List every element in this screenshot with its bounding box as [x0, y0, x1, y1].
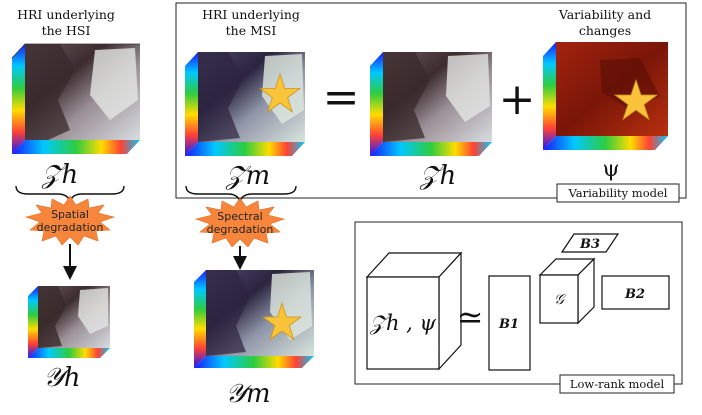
spectral-degradation-burst: Spectral degradation [194, 197, 286, 248]
core-label: 𝒢 [554, 292, 566, 308]
spectral-degradation-line1: Spectral [217, 210, 262, 223]
caption-variability-line1: Variability and [558, 7, 651, 22]
b2-matrix [601, 275, 670, 310]
z-m-symbol: 𝒵m [225, 161, 270, 191]
b1-matrix [488, 275, 531, 371]
variability-cube [543, 42, 668, 150]
caption-variability-line2: changes [579, 23, 631, 38]
equals-sign: = [323, 72, 360, 123]
z-h-cube-middle [370, 52, 492, 156]
tensor-label: 𝒵h , ψ [369, 311, 437, 335]
caption-hsi-line2: the HSI [42, 23, 91, 38]
b3-matrix [560, 233, 620, 253]
y-m-cube [194, 270, 314, 368]
b1-label: B1 [498, 317, 519, 332]
tensor-cube [365, 251, 463, 371]
y-h-symbol: 𝒴h [43, 363, 80, 393]
low-rank-model-frame [354, 221, 683, 385]
y-m-star-icon [261, 301, 303, 341]
b2-label: B2 [624, 287, 645, 302]
y-h-cube [28, 286, 110, 358]
caption-msi-line2: the MSI [226, 23, 277, 38]
spatial-degradation-burst: Spatial degradation [24, 195, 116, 246]
core-tensor [538, 257, 596, 325]
arrow-spectral-head [233, 256, 247, 270]
plus-sign: + [499, 74, 536, 125]
variability-star-icon [613, 78, 659, 121]
spectral-degradation-line2: degradation [207, 223, 274, 236]
spatial-degradation-line2: degradation [37, 221, 104, 234]
z-h-left-symbol: 𝒵h [41, 160, 79, 190]
msi-star-icon [258, 72, 302, 114]
arrow-spatial-head [63, 266, 77, 280]
msi-cube [185, 52, 305, 156]
hsi-cube [11, 43, 140, 154]
spatial-degradation-line1: Spatial [51, 208, 89, 221]
caption-msi-line1: HRI underlying [202, 7, 300, 22]
y-m-symbol: 𝒴m [225, 379, 270, 409]
b3-label: B3 [579, 237, 600, 252]
approx-sign: ≃ [457, 298, 484, 336]
variability-model-frame [175, 2, 687, 199]
low-rank-model-label-box [559, 374, 675, 394]
variability-model-label-box [556, 183, 680, 203]
z-h-middle-symbol: 𝒵h [419, 161, 457, 191]
caption-hsi-line1: HRI underlying [17, 7, 115, 22]
psi-symbol: ψ [602, 157, 619, 182]
low-rank-model-label: Low-rank model [570, 377, 665, 391]
variability-model-label: Variability model [568, 186, 668, 200]
